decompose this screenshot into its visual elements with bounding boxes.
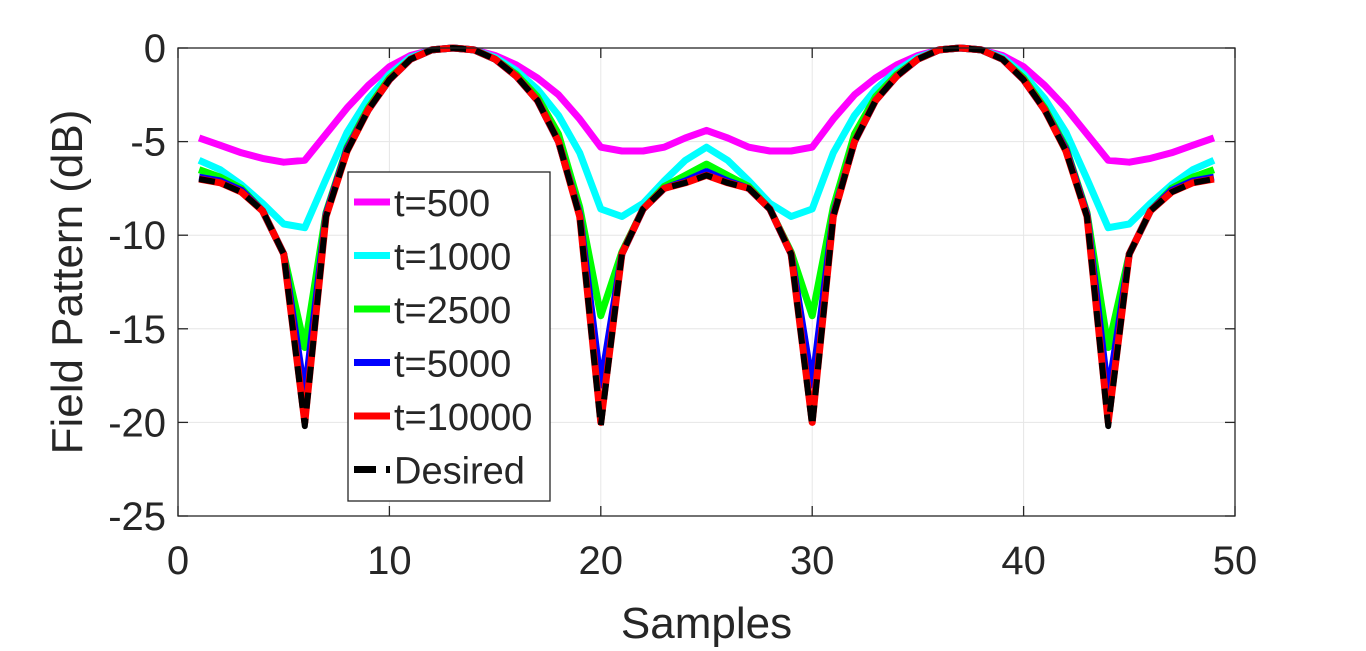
x-tick-label: 30 <box>790 539 835 583</box>
legend-box <box>347 171 551 502</box>
y-axis-label: Field Pattern (dB) <box>43 110 92 455</box>
x-axis-label: Samples <box>621 599 792 648</box>
legend-label: t=500 <box>394 183 490 225</box>
y-axis: 0 -5 -10 -15 -20 -25 <box>108 27 1235 539</box>
y-tick-label: -25 <box>108 495 166 539</box>
series-line-desired <box>198 45 1215 430</box>
legend-label: t=2500 <box>394 290 511 332</box>
series-layer <box>197 44 1216 430</box>
legend-label: t=5000 <box>394 344 511 386</box>
x-axis: 0 10 20 30 40 50 <box>167 48 1257 583</box>
x-tick-label: 10 <box>367 539 412 583</box>
plot-frame <box>177 47 1236 517</box>
y-tick-label: -15 <box>108 308 166 352</box>
series-line-t-1000 <box>197 44 1216 232</box>
y-tick-label: -20 <box>108 401 166 445</box>
legend-label: t=1000 <box>394 237 511 279</box>
series-line-t-500 <box>197 44 1216 166</box>
x-tick-label: 0 <box>167 539 189 583</box>
x-tick-label: 50 <box>1213 539 1258 583</box>
y-tick-label: -10 <box>108 214 166 258</box>
legend-label: t=10000 <box>394 397 532 439</box>
y-tick-label: 0 <box>144 27 166 71</box>
y-tick-label: -5 <box>130 121 166 165</box>
legend-label: Desired <box>394 451 525 493</box>
x-tick-label: 40 <box>1001 539 1046 583</box>
legend: t=500 t=1000 t=2500 t=5000 t=10000 Desired <box>347 171 551 502</box>
x-tick-label: 20 <box>579 539 624 583</box>
